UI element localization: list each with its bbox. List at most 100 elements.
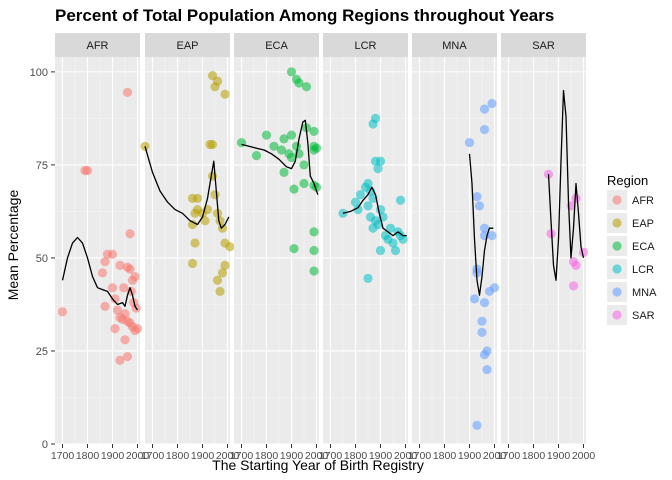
x-tick-label: 1900 bbox=[101, 450, 125, 462]
data-point bbox=[482, 346, 492, 356]
data-point bbox=[110, 294, 120, 304]
x-tick-label: 1800 bbox=[255, 450, 279, 462]
panel-background bbox=[55, 57, 140, 444]
data-point bbox=[115, 355, 125, 365]
data-point bbox=[568, 281, 579, 291]
panel-background bbox=[145, 57, 230, 444]
data-point bbox=[122, 351, 133, 362]
x-tick-label: 1900 bbox=[458, 450, 482, 462]
x-tick-label: 1800 bbox=[433, 450, 457, 462]
legend: Region AFR EAP ECA LCR MNA SAR bbox=[607, 173, 657, 325]
x-tick-label: 1800 bbox=[522, 450, 546, 462]
facet-strip bbox=[55, 33, 140, 57]
x-tick-label: 2000 bbox=[483, 450, 507, 462]
facet-strip bbox=[145, 33, 230, 57]
x-tick-label: 1700 bbox=[230, 450, 254, 462]
data-point bbox=[225, 242, 235, 252]
x-tick-label: 2000 bbox=[305, 450, 329, 462]
facet-strip-label: SAR bbox=[532, 40, 555, 52]
x-tick-label: 1700 bbox=[497, 450, 521, 462]
data-point bbox=[301, 82, 312, 92]
data-point bbox=[479, 124, 490, 135]
legend-symbol bbox=[612, 218, 622, 228]
facet-panel-eap: EAP 1700 1800 1900 2000 bbox=[140, 33, 239, 462]
legend-item-eap: EAP bbox=[607, 213, 654, 233]
x-tick-label: 1800 bbox=[166, 450, 190, 462]
data-point bbox=[100, 257, 110, 267]
data-point bbox=[477, 327, 487, 337]
data-point bbox=[474, 201, 485, 211]
data-point bbox=[375, 156, 386, 166]
data-point bbox=[286, 152, 297, 163]
data-point bbox=[299, 160, 309, 170]
data-point bbox=[385, 223, 396, 233]
data-point bbox=[363, 201, 373, 211]
data-point bbox=[215, 286, 225, 297]
data-point bbox=[487, 98, 497, 109]
data-point bbox=[82, 165, 93, 176]
data-point bbox=[217, 223, 228, 233]
x-tick-label: 2000 bbox=[126, 450, 150, 462]
y-axis-title: Mean Percentage bbox=[5, 190, 21, 301]
data-point bbox=[395, 195, 406, 205]
data-point bbox=[190, 238, 200, 248]
data-point bbox=[309, 245, 319, 256]
chart-title: Percent of Total Population Among Region… bbox=[55, 6, 554, 25]
x-tick-label: 1800 bbox=[344, 450, 368, 462]
panel-background bbox=[501, 57, 586, 444]
facet-strip bbox=[501, 33, 586, 57]
data-point bbox=[479, 223, 490, 233]
facet-strip bbox=[323, 33, 408, 57]
x-tick-label: 2000 bbox=[572, 450, 596, 462]
smooth-line bbox=[547, 89, 585, 281]
data-point bbox=[370, 113, 381, 123]
data-point bbox=[120, 335, 130, 345]
panel-background bbox=[234, 57, 319, 444]
data-point bbox=[479, 104, 490, 114]
data-point bbox=[251, 151, 262, 161]
legend-label: EAP bbox=[632, 218, 654, 230]
data-point bbox=[472, 191, 482, 202]
data-point bbox=[187, 258, 198, 269]
data-point bbox=[355, 190, 366, 200]
data-point bbox=[571, 193, 581, 204]
legend-label: LCR bbox=[632, 264, 654, 276]
legend-symbol bbox=[612, 195, 622, 205]
x-tick-label: 2000 bbox=[394, 450, 418, 462]
data-point bbox=[207, 139, 218, 150]
data-point bbox=[309, 227, 319, 237]
smooth-line bbox=[342, 186, 407, 237]
data-point bbox=[363, 178, 373, 189]
y-tick-label: 75 bbox=[36, 160, 48, 172]
x-axis-title: The Starting Year of Birth Registry bbox=[212, 457, 424, 473]
legend-item-sar: SAR bbox=[607, 305, 655, 325]
data-point bbox=[97, 268, 108, 278]
legend-label: ECA bbox=[632, 241, 655, 253]
data-point bbox=[220, 89, 230, 99]
y-tick-label: 50 bbox=[36, 253, 48, 265]
data-point bbox=[350, 197, 361, 207]
x-tick-label: 1700 bbox=[319, 450, 343, 462]
data-point bbox=[200, 216, 210, 226]
data-point bbox=[115, 260, 125, 270]
legend-item-eca: ECA bbox=[607, 236, 655, 256]
facet-panel-mna: MNA 1700 1800 1900 2000 bbox=[408, 33, 507, 462]
data-point bbox=[311, 143, 322, 153]
panel-background bbox=[412, 57, 497, 444]
data-point bbox=[187, 219, 198, 230]
facet-panel-eca: ECA 1700 1800 1900 2000 bbox=[230, 33, 329, 462]
data-point bbox=[212, 275, 223, 285]
legend-symbol bbox=[612, 310, 622, 320]
data-point bbox=[130, 271, 140, 282]
data-point bbox=[487, 231, 497, 241]
legend-label: SAR bbox=[632, 310, 655, 322]
facet-panel-lcr: LCR 1700 1800 1900 2000 bbox=[319, 33, 418, 462]
data-point bbox=[110, 324, 120, 334]
facet-panel-sar: SAR 1700 1800 1900 2000 bbox=[497, 33, 596, 462]
data-point bbox=[125, 229, 135, 239]
data-point bbox=[107, 283, 118, 293]
facet-strip bbox=[412, 33, 497, 57]
data-point bbox=[125, 264, 135, 274]
